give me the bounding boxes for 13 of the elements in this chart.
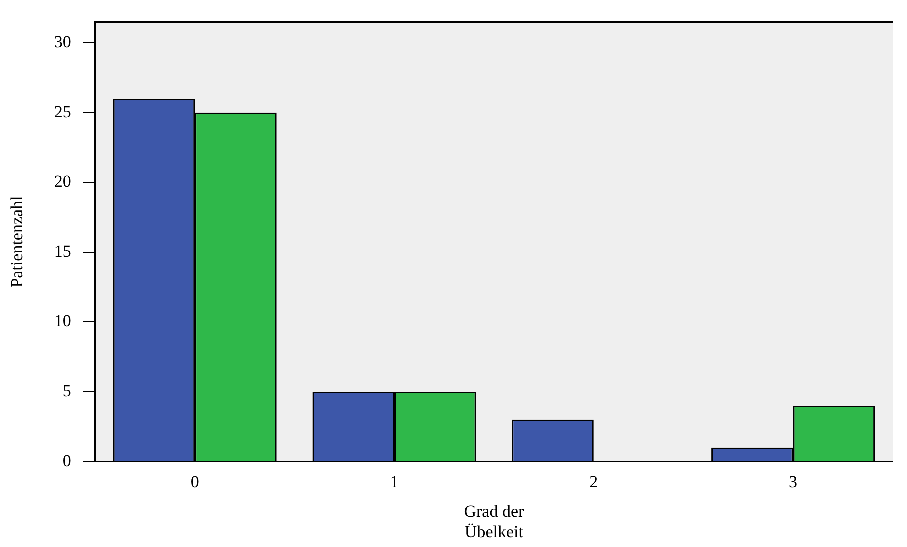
y-tick-label: 5 <box>62 381 72 400</box>
y-tick-label: 0 <box>62 451 72 470</box>
x-tick-label: 2 <box>590 472 598 492</box>
x-tick-label: 1 <box>390 472 399 492</box>
y-tick-label: 25 <box>54 102 72 122</box>
x-tick-label: 0 <box>190 472 200 492</box>
y-tick-label: 20 <box>54 172 72 192</box>
x-tick-label: 3 <box>789 472 798 492</box>
y-tick-label: 30 <box>54 32 72 52</box>
x-axis-title: Grad der Übelkeit <box>464 502 524 542</box>
y-tick-label: 15 <box>54 242 72 261</box>
y-tick-label: 10 <box>54 312 72 331</box>
y-axis-title: Patientenzahl <box>8 196 27 288</box>
